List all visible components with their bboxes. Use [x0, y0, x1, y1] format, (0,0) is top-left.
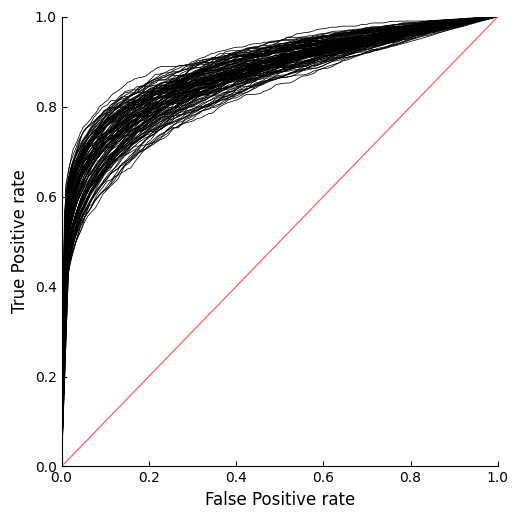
Y-axis label: True Positive rate: True Positive rate	[11, 170, 29, 314]
X-axis label: False Positive rate: False Positive rate	[204, 491, 355, 509]
